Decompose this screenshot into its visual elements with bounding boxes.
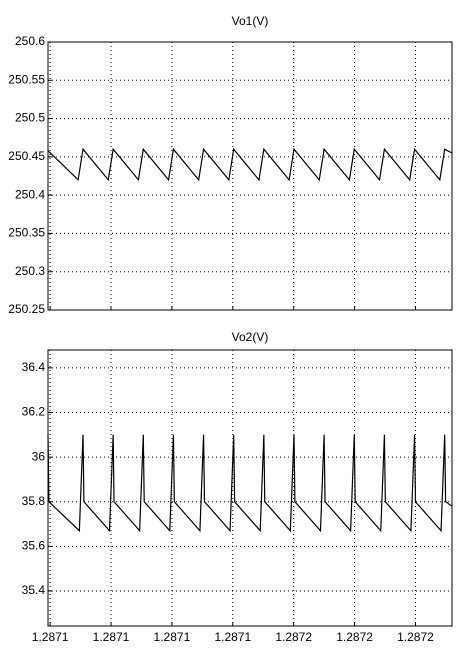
y-tick-label: 250.55 (8, 72, 45, 86)
x-tick-label: 1.2871 (214, 630, 251, 644)
y-tick-label: 250.45 (8, 149, 45, 163)
plot-title: Vo2(V) (232, 330, 269, 344)
y-tick-label: 250.25 (8, 302, 45, 316)
y-tick-label: 250.6 (15, 34, 45, 48)
y-tick-label: 35.4 (22, 583, 46, 597)
x-tick-label: 1.2872 (275, 630, 312, 644)
plot-frame (47, 41, 453, 311)
y-tick-label: 250.5 (15, 111, 45, 125)
y-tick-label: 35.8 (22, 494, 46, 508)
plot-frame (47, 349, 453, 627)
waveform (47, 147, 453, 182)
plot-title: Vo1(V) (232, 14, 269, 28)
y-tick-label: 250.35 (8, 226, 45, 240)
x-tick-label: 1.2872 (336, 630, 373, 644)
y-tick-label: 250.3 (15, 264, 45, 278)
y-tick-label: 36.2 (22, 405, 46, 419)
y-tick-label: 36.4 (22, 360, 46, 374)
x-tick-label: 1.2871 (154, 630, 191, 644)
y-tick-label: 250.4 (15, 187, 45, 201)
x-tick-label: 1.2871 (32, 630, 69, 644)
x-tick-label: 1.2872 (397, 630, 434, 644)
waveform (47, 434, 453, 533)
x-tick-label: 1.2871 (93, 630, 130, 644)
y-tick-label: 36 (32, 449, 46, 463)
y-tick-label: 35.6 (22, 539, 46, 553)
